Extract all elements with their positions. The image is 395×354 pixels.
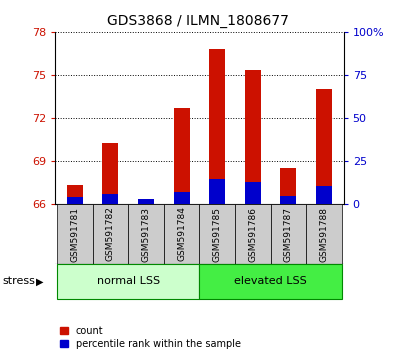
Bar	[271, 204, 306, 264]
Bar	[306, 204, 342, 264]
Bar	[209, 49, 225, 204]
Text: GSM591788: GSM591788	[320, 207, 329, 262]
Text: normal LSS: normal LSS	[97, 276, 160, 286]
Bar	[235, 204, 271, 264]
Bar	[245, 70, 261, 204]
Bar	[93, 204, 128, 264]
Bar	[174, 192, 190, 204]
Text: GSM591782: GSM591782	[106, 207, 115, 262]
Text: GSM591783: GSM591783	[141, 207, 150, 262]
Bar	[280, 168, 297, 204]
Bar	[164, 204, 199, 264]
Bar	[174, 108, 190, 204]
Bar	[245, 182, 261, 204]
Text: ▶: ▶	[36, 276, 43, 286]
Text: GSM591785: GSM591785	[213, 207, 222, 262]
Bar	[57, 264, 199, 299]
Bar	[67, 197, 83, 204]
Bar	[209, 179, 225, 204]
Text: GSM591786: GSM591786	[248, 207, 258, 262]
Bar	[138, 199, 154, 204]
Bar	[102, 194, 118, 204]
Bar	[316, 89, 332, 204]
Bar	[199, 204, 235, 264]
Bar	[102, 143, 118, 204]
Text: elevated LSS: elevated LSS	[234, 276, 307, 286]
Bar	[316, 187, 332, 204]
Bar	[128, 204, 164, 264]
Bar	[199, 264, 342, 299]
Text: GDS3868 / ILMN_1808677: GDS3868 / ILMN_1808677	[107, 14, 288, 28]
Legend: count, percentile rank within the sample: count, percentile rank within the sample	[60, 326, 241, 349]
Bar	[280, 196, 297, 204]
Text: GSM591781: GSM591781	[70, 207, 79, 262]
Text: stress: stress	[2, 276, 35, 286]
Text: GSM591784: GSM591784	[177, 207, 186, 262]
Bar	[67, 185, 83, 204]
Bar	[57, 204, 93, 264]
Text: GSM591787: GSM591787	[284, 207, 293, 262]
Bar	[138, 203, 154, 204]
